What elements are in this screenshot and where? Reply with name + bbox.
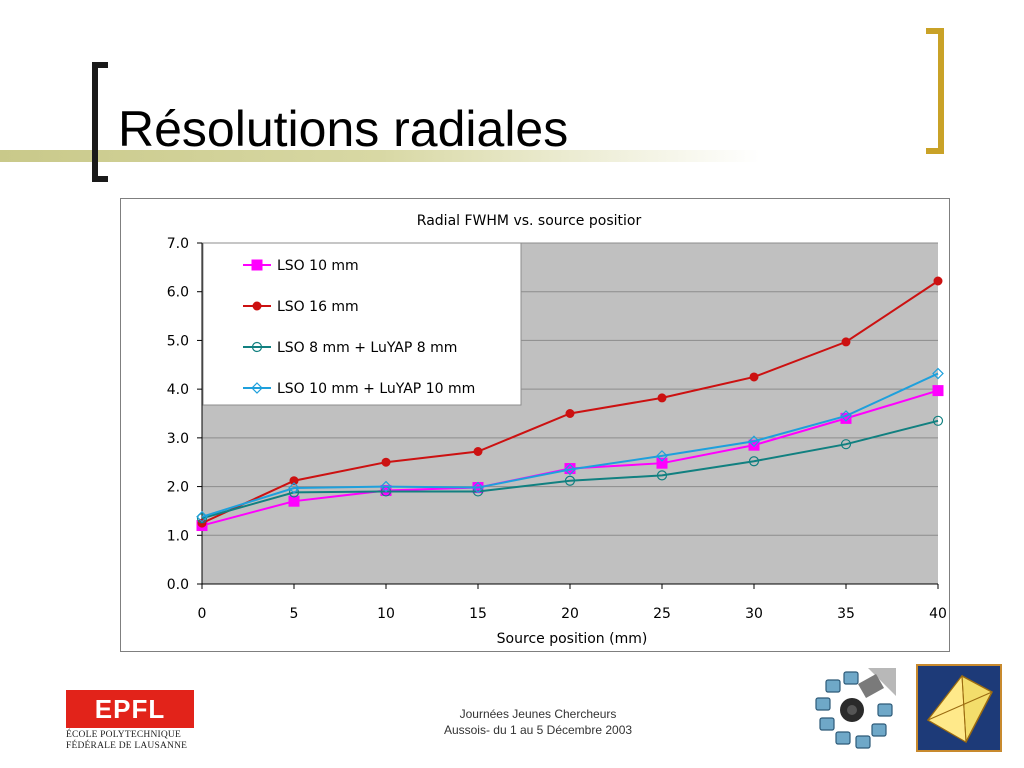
x-tick-label-3: 15 — [469, 606, 487, 622]
epfl-logo-mark: EPFL — [94, 694, 166, 724]
series-2-point-8 — [932, 415, 944, 426]
legend-marker-1 — [252, 301, 262, 311]
series-3-point-4 — [564, 463, 576, 476]
right-bracket-decoration — [926, 28, 944, 154]
x-tick-label-4: 20 — [561, 606, 579, 622]
series-2-point-0 — [196, 513, 208, 524]
x-tick-label-1: 5 — [290, 606, 299, 622]
y-tick-label-1: 1.0 — [167, 528, 189, 544]
series-line-3 — [201, 372, 939, 518]
x-tick-label-7: 35 — [837, 606, 855, 622]
series-line-2 — [201, 419, 939, 520]
legend-label-1: LSO 16 mm — [277, 299, 359, 315]
series-3-point-7 — [840, 410, 852, 422]
y-tick-label-4: 4.0 — [167, 382, 189, 398]
series-3-point-5 — [656, 450, 668, 462]
series-1-point-8 — [933, 276, 943, 286]
series-1-point-4 — [565, 409, 575, 418]
epfl-logo: EPFL ÉCOLE POLYTECHNIQUE FÉDÉRALE DE LAU… — [66, 690, 194, 752]
y-tick-label-5: 5.0 — [167, 333, 189, 349]
series-3-point-3 — [472, 481, 484, 494]
x-tick-label-0: 0 — [198, 606, 207, 622]
series-0-point-1 — [288, 495, 300, 507]
x-tick-label-2: 10 — [377, 606, 395, 622]
y-tick-label-2: 2.0 — [167, 480, 189, 496]
epfl-logo-line1: ÉCOLE POLYTECHNIQUE — [66, 730, 181, 740]
y-tick-label-3: 3.0 — [167, 431, 189, 447]
series-1-point-6 — [749, 372, 759, 382]
chart-title: Radial FWHM vs. source positior — [417, 213, 642, 229]
crystal-logo-icon — [916, 664, 1002, 752]
series-2-point-5 — [656, 470, 668, 481]
legend-label-3: LSO 10 mm + LuYAP 10 mm — [277, 381, 475, 397]
series-0-point-7 — [840, 412, 852, 424]
footer: Journées Jeunes Chercheurs Aussois- du 1… — [400, 706, 676, 738]
series-3-point-1 — [288, 482, 300, 494]
epfl-logo-band — [66, 690, 194, 728]
series-1-point-2 — [381, 457, 391, 467]
x-axis-label: Source position (mm) — [497, 631, 648, 647]
series-0-point-6 — [748, 439, 760, 451]
detector-ring-icon — [815, 668, 896, 749]
series-3-point-2 — [380, 480, 392, 493]
series-2-point-6 — [748, 456, 760, 467]
legend-label-0: LSO 10 mm — [277, 258, 359, 274]
radial-fwhm-chart: Radial FWHM vs. source positior 0.0 1.0 2.… — [167, 213, 947, 647]
y-tick-label-6: 6.0 — [167, 285, 189, 301]
series-2-point-4 — [564, 475, 576, 486]
series-3-point-0 — [196, 510, 208, 523]
chart-frame: Radial FWHM vs. source positior 0.0 1.0 2.… — [120, 198, 950, 652]
title-band — [0, 150, 760, 162]
series-3-point-8 — [932, 367, 944, 380]
legend-marker-0 — [251, 259, 263, 271]
footer-event-name: Journées Jeunes Chercheurs — [459, 707, 617, 721]
series-1-point-7 — [841, 337, 851, 347]
y-tick-label-7: 7.0 — [167, 236, 189, 252]
series-1-point-3 — [473, 446, 483, 456]
series-0-point-5 — [656, 457, 668, 469]
legend-label-2: LSO 8 mm + LuYAP 8 mm — [277, 340, 457, 356]
x-tick-label-5: 25 — [653, 606, 671, 622]
series-1-point-1 — [289, 476, 299, 486]
series-2-point-7 — [840, 439, 852, 450]
legend-marker-2 — [251, 341, 263, 353]
legend-marker-3 — [251, 382, 263, 394]
x-tick-label-8: 40 — [929, 606, 947, 622]
left-bracket-decoration — [92, 62, 108, 182]
epfl-logo-line2: FÉDÉRALE DE LAUSANNE — [66, 741, 188, 751]
footer-event-dates: Aussois- du 1 au 5 Décembre 2003 — [443, 723, 633, 737]
series-3-point-6 — [748, 435, 760, 448]
x-tick-label-6: 30 — [745, 606, 763, 622]
slide-title: Résolutions radiales — [118, 101, 569, 157]
series-0-point-8 — [932, 385, 944, 397]
y-tick-label-0: 0.0 — [167, 577, 189, 593]
series-1-point-5 — [657, 393, 667, 403]
